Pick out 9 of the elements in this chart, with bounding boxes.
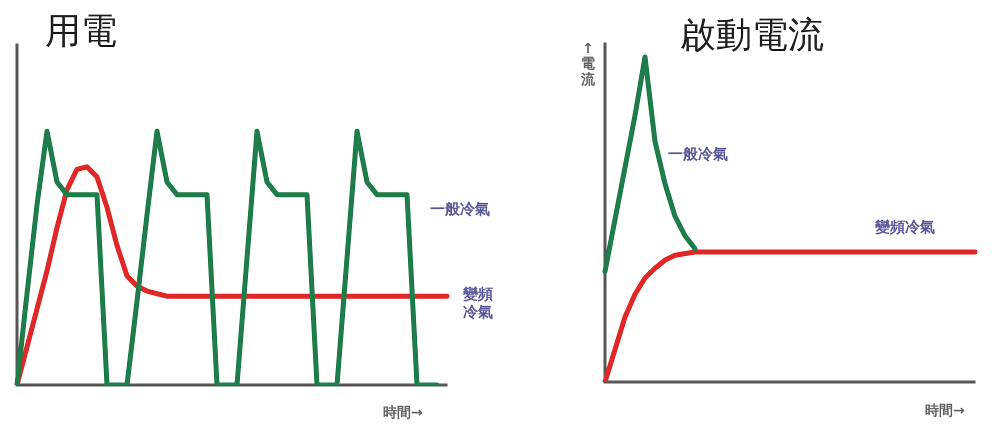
series-label: 一般冷氣 — [668, 145, 729, 163]
series-label: 一般冷氣 — [430, 200, 491, 218]
y-axis-title: ↑電流 — [580, 41, 596, 88]
series-label: 變頻冷氣 — [463, 285, 494, 321]
x-axis-title: 時間→ — [383, 405, 423, 421]
x-axis-title: 時間→ — [925, 403, 965, 419]
chart-title: 用電 — [45, 11, 117, 52]
series-label: 變頻冷氣 — [875, 218, 936, 236]
chart-title: 啟動電流 — [680, 15, 824, 56]
